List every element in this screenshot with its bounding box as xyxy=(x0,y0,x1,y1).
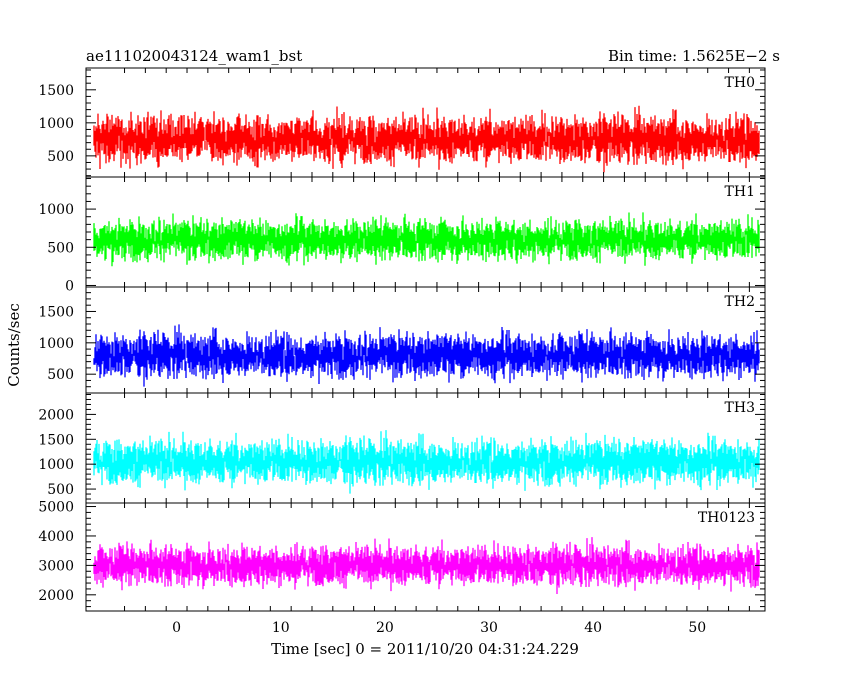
x-axis-label: Time [sec] 0 = 2011/10/20 04:31:24.229 xyxy=(271,640,579,658)
panel-th3: 500 1000 1500 2000 TH3 xyxy=(38,392,766,504)
panel-frame xyxy=(85,502,766,612)
x-tick-label: 40 xyxy=(584,620,602,636)
panel-th1: 0 500 1000 TH1 xyxy=(38,176,766,294)
y-tick-label: 2000 xyxy=(38,407,74,423)
panel-label: TH2 xyxy=(725,294,755,310)
series-th0123 xyxy=(93,537,760,594)
y-tick-label: 5000 xyxy=(38,500,74,516)
panel-th2: 500 1000 1500 TH2 xyxy=(38,286,766,394)
series-th0 xyxy=(93,105,760,173)
x-tick-label: 10 xyxy=(272,620,290,636)
y-axis-label: Counts/sec xyxy=(5,303,23,387)
panel-label: TH0123 xyxy=(698,510,755,526)
y-tick-label: 0 xyxy=(65,278,74,294)
y-tick-label: 3000 xyxy=(38,558,74,574)
x-tick-label: 30 xyxy=(480,620,498,636)
panel-th0123: 2000 3000 4000 5000 TH0123 xyxy=(38,500,766,612)
y-tick-label: 1500 xyxy=(38,304,74,320)
y-tick-label: 500 xyxy=(47,482,74,498)
y-tick-label: 4000 xyxy=(38,529,74,545)
title-right: Bin time: 1.5625E−2 s xyxy=(608,47,780,65)
series-th3 xyxy=(93,430,760,494)
title-left: ae111020043124_wam1_bst xyxy=(86,47,302,65)
panel-label: TH0 xyxy=(725,75,755,91)
y-tick-label: 500 xyxy=(47,367,74,383)
panel-label: TH1 xyxy=(725,184,755,200)
y-tick-label: 500 xyxy=(47,240,74,256)
y-tick-label: 1500 xyxy=(38,83,74,99)
y-tick-label: 2000 xyxy=(38,588,74,604)
y-tick-label: 1500 xyxy=(38,432,74,448)
y-tick-label: 1000 xyxy=(38,202,74,218)
series-th1 xyxy=(93,212,760,267)
x-tick-label: 20 xyxy=(376,620,394,636)
y-tick-label: 1000 xyxy=(38,116,74,132)
panel-th0: 500 1000 1500 TH0 xyxy=(38,67,766,178)
x-tick-label: 0 xyxy=(172,620,181,636)
x-tick-label: 50 xyxy=(688,620,706,636)
y-tick-label: 1000 xyxy=(38,457,74,473)
y-tick-label: 500 xyxy=(47,149,74,165)
series-th2 xyxy=(93,324,760,387)
y-tick-label: 1000 xyxy=(38,336,74,352)
panel-label: TH3 xyxy=(725,400,755,416)
